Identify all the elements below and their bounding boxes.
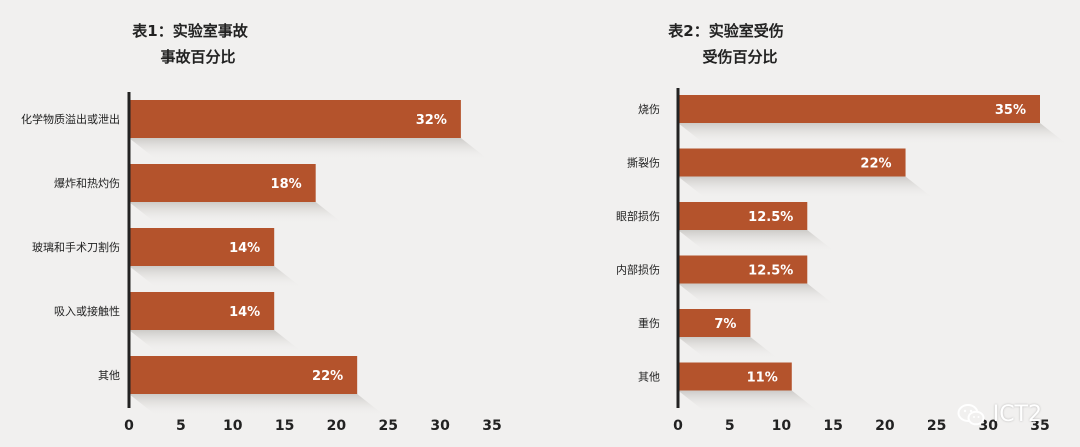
watermark-text: ICT2: [992, 402, 1042, 427]
bar-value-label: 14%: [229, 305, 260, 320]
x-tick-label: 25: [927, 418, 946, 434]
bar-shadow: [129, 330, 303, 352]
bar-value-label: 11%: [747, 371, 778, 386]
bar-value-label: 35%: [995, 103, 1026, 118]
x-tick-label: 15: [823, 418, 842, 434]
category-label: 重伤: [638, 316, 660, 330]
bar-shadow: [129, 202, 344, 224]
x-tick-label: 20: [875, 418, 895, 434]
x-tick-label: 10: [772, 418, 792, 434]
bar: [129, 228, 275, 266]
bar-value-label: 14%: [229, 241, 260, 256]
bar-shadow: [129, 394, 386, 416]
category-label: 其他: [98, 369, 120, 382]
bar-shadow: [678, 337, 779, 359]
category-label: 撕裂伤: [627, 156, 660, 170]
bar-value-label: 32%: [416, 113, 447, 128]
bar-value-label: 12.5%: [748, 210, 793, 225]
category-label: 化学物质溢出或泄出: [21, 112, 120, 126]
x-tick-label: 5: [176, 418, 186, 434]
bar-shadow: [678, 123, 1068, 145]
bar: [678, 309, 751, 337]
bar: [129, 292, 275, 330]
x-tick-label: 30: [979, 418, 999, 434]
x-tick-label: 25: [379, 418, 398, 434]
category-label: 玻璃和手术刀割伤: [32, 240, 120, 254]
bar: [678, 362, 792, 391]
x-tick-label: 10: [223, 418, 243, 434]
chart-title: 表1：实验室事故: [132, 22, 248, 40]
bar: [129, 100, 461, 138]
category-label: 爆炸和热灼伤: [54, 176, 120, 190]
x-tick-label: 5: [725, 418, 735, 434]
x-tick-label: 15: [275, 418, 294, 434]
bar: [678, 255, 808, 284]
bar-shadow: [129, 138, 489, 160]
category-label: 眼部损伤: [616, 209, 660, 223]
category-label: 内部损伤: [616, 263, 660, 277]
bar-shadow: [678, 230, 836, 252]
bar: [129, 356, 358, 394]
x-tick-label: 35: [482, 418, 501, 434]
wechat-icon: [957, 403, 985, 425]
x-tick-label: 20: [327, 418, 347, 434]
bar: [678, 202, 808, 230]
bar-value-label: 18%: [271, 177, 302, 192]
bar-shadow: [129, 266, 303, 288]
x-tick-label: 0: [673, 418, 683, 434]
bar-value-label: 22%: [312, 369, 343, 384]
x-tick-label: 0: [124, 418, 134, 434]
bar-value-label: 22%: [860, 157, 891, 172]
chart-subtitle: 受伤百分比: [702, 48, 777, 66]
chart-subtitle: 事故百分比: [160, 48, 235, 66]
bar-shadow: [678, 283, 836, 306]
bar: [129, 164, 316, 202]
chart-title: 表2：实验室受伤: [668, 22, 783, 40]
category-label: 其他: [638, 371, 660, 384]
category-label: 烧伤: [638, 103, 660, 116]
x-tick-label: 35: [1030, 418, 1049, 434]
bar-value-label: 7%: [714, 317, 736, 332]
bar-shadow: [678, 176, 934, 199]
watermark: ICT2: [957, 402, 1042, 427]
bar-value-label: 12.5%: [748, 264, 793, 279]
category-label: 吸入或接触性: [54, 304, 120, 318]
x-tick-label: 30: [430, 418, 450, 434]
bar: [678, 148, 906, 177]
bar-shadow: [678, 390, 820, 413]
bar: [678, 95, 1040, 123]
